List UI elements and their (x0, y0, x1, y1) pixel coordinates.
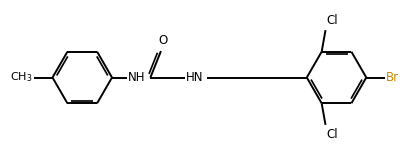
Text: Cl: Cl (326, 14, 337, 27)
Text: HN: HN (186, 71, 203, 84)
Text: O: O (158, 34, 167, 47)
Text: Cl: Cl (326, 128, 337, 141)
Text: NH: NH (128, 71, 145, 84)
Text: Br: Br (385, 71, 398, 84)
Text: CH$_3$: CH$_3$ (10, 71, 33, 84)
